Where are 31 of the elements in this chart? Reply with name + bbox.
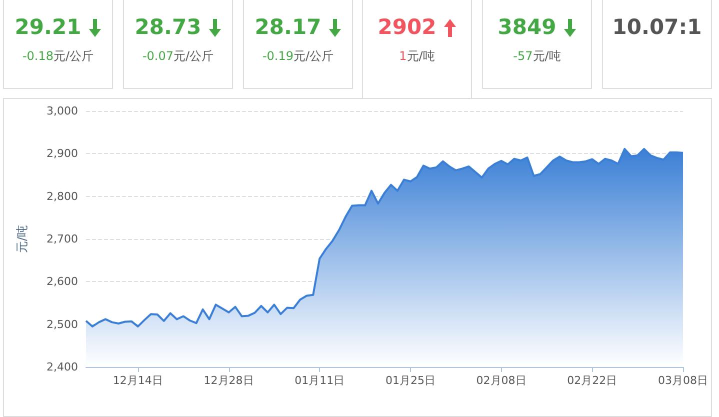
y-tick-label: 2,500 [46, 318, 78, 331]
x-tick-label: 12月14日 [112, 374, 163, 387]
text: 1 [399, 49, 407, 63]
text: 元/公斤 [294, 49, 334, 63]
category-label: 29.21 [14, 15, 82, 39]
text: -0.19 [262, 49, 294, 63]
y-tick-label: 2,800 [46, 190, 78, 203]
text: 元/吨 [532, 49, 561, 63]
x-tick-label: 01月11日 [294, 374, 345, 387]
text: -0.18 [22, 49, 54, 63]
x-tick-label: 12月28日 [204, 374, 254, 387]
x-tick-label: 01月25日 [385, 374, 436, 387]
y-tick-label: 3,000 [46, 104, 78, 118]
x-tick-label: 03月08日 [658, 374, 708, 387]
text: -57 [513, 49, 533, 63]
category-label: 2902 [378, 15, 436, 39]
category-label: 10.07:1 [612, 15, 702, 39]
text: 元/公斤 [174, 49, 214, 63]
category-label: 3849 [498, 15, 556, 39]
text: -0.07 [142, 49, 174, 63]
x-tick-label: 02月08日 [476, 374, 526, 387]
x-tick-label: 02月22日 [567, 374, 618, 387]
text: 元/公斤 [54, 49, 94, 63]
category-label: 28.73 [134, 15, 202, 39]
text: 元/吨 [406, 49, 435, 63]
y-tick-label: 2,400 [46, 360, 78, 374]
category-label: 28.17 [254, 15, 322, 39]
y-axis-title: 元/吨 [15, 224, 29, 254]
y-tick-label: 2,900 [46, 147, 78, 160]
y-tick-label: 2,600 [46, 275, 78, 288]
y-tick-label: 2,700 [46, 232, 78, 246]
